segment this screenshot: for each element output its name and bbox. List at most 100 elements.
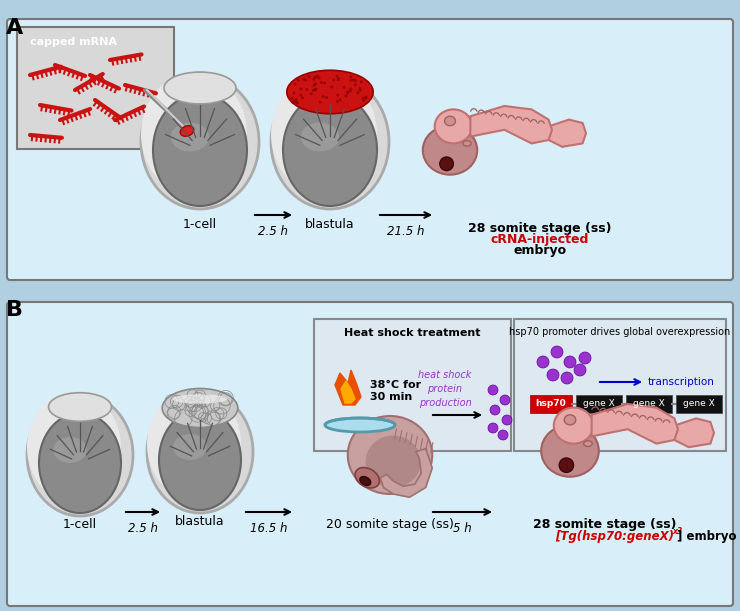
- Circle shape: [343, 86, 346, 89]
- Text: cRNA-injected: cRNA-injected: [491, 233, 589, 246]
- Bar: [530, 395, 572, 413]
- Circle shape: [500, 395, 510, 405]
- Ellipse shape: [147, 391, 253, 513]
- Circle shape: [358, 87, 361, 90]
- Circle shape: [312, 84, 315, 87]
- Circle shape: [365, 95, 368, 98]
- Circle shape: [325, 96, 328, 99]
- Polygon shape: [341, 381, 355, 403]
- Text: gene X: gene X: [683, 400, 715, 409]
- Circle shape: [308, 75, 311, 78]
- Circle shape: [314, 88, 317, 91]
- Text: hsp70: hsp70: [536, 400, 566, 409]
- FancyBboxPatch shape: [7, 302, 733, 606]
- Polygon shape: [591, 404, 678, 444]
- Circle shape: [330, 86, 333, 89]
- Bar: [676, 395, 722, 413]
- Circle shape: [301, 97, 304, 100]
- Circle shape: [295, 98, 297, 101]
- Ellipse shape: [423, 126, 477, 175]
- Circle shape: [293, 100, 296, 103]
- Circle shape: [314, 88, 317, 91]
- Ellipse shape: [27, 394, 133, 516]
- Circle shape: [332, 78, 335, 81]
- Circle shape: [302, 78, 305, 81]
- Circle shape: [310, 92, 313, 95]
- Text: Heat shock treatment: Heat shock treatment: [344, 328, 481, 338]
- Ellipse shape: [171, 122, 209, 152]
- Circle shape: [357, 91, 360, 94]
- Text: blastula: blastula: [175, 515, 225, 528]
- Circle shape: [299, 93, 302, 97]
- Ellipse shape: [162, 389, 238, 428]
- Circle shape: [440, 157, 454, 170]
- Circle shape: [292, 92, 295, 95]
- Circle shape: [337, 77, 340, 80]
- Text: 2.5 h: 2.5 h: [258, 225, 288, 238]
- Ellipse shape: [141, 75, 259, 209]
- Ellipse shape: [463, 141, 471, 146]
- Circle shape: [315, 75, 318, 78]
- Text: 28 somite stage (ss): 28 somite stage (ss): [468, 222, 612, 235]
- Circle shape: [488, 423, 498, 433]
- Text: ] embryo: ] embryo: [677, 530, 736, 543]
- Circle shape: [346, 92, 349, 95]
- Ellipse shape: [172, 394, 227, 404]
- Ellipse shape: [39, 413, 121, 513]
- Text: capped mRNA: capped mRNA: [30, 37, 117, 47]
- Circle shape: [349, 87, 352, 90]
- Text: gene X: gene X: [633, 400, 665, 409]
- Ellipse shape: [173, 434, 206, 460]
- Ellipse shape: [27, 392, 121, 502]
- Ellipse shape: [49, 393, 112, 422]
- Text: 16.5 h: 16.5 h: [250, 522, 288, 535]
- Circle shape: [490, 405, 500, 415]
- Circle shape: [296, 101, 299, 104]
- Ellipse shape: [554, 408, 593, 444]
- Polygon shape: [335, 370, 361, 405]
- Circle shape: [564, 356, 576, 368]
- Text: embryo: embryo: [514, 244, 567, 257]
- Ellipse shape: [141, 73, 247, 195]
- Ellipse shape: [147, 389, 241, 499]
- Ellipse shape: [300, 122, 339, 152]
- Bar: [576, 395, 622, 413]
- Bar: [626, 395, 672, 413]
- Circle shape: [498, 430, 508, 440]
- Circle shape: [349, 79, 352, 82]
- Circle shape: [322, 95, 325, 98]
- Ellipse shape: [541, 425, 599, 477]
- Ellipse shape: [271, 73, 377, 195]
- Circle shape: [314, 82, 317, 86]
- Circle shape: [304, 78, 307, 81]
- Ellipse shape: [159, 410, 241, 510]
- Ellipse shape: [153, 94, 247, 206]
- Circle shape: [561, 372, 573, 384]
- Circle shape: [349, 75, 352, 78]
- Circle shape: [291, 97, 294, 100]
- Text: 20 somite stage (ss): 20 somite stage (ss): [326, 518, 454, 531]
- Circle shape: [300, 87, 303, 90]
- Text: 38°C for: 38°C for: [370, 380, 421, 390]
- Text: hsp70 promoter drives global overexpression: hsp70 promoter drives global overexpress…: [509, 327, 730, 337]
- Ellipse shape: [360, 477, 371, 486]
- Ellipse shape: [164, 72, 236, 104]
- Circle shape: [319, 101, 322, 104]
- Ellipse shape: [366, 436, 421, 488]
- Text: 28 somite stage (ss): 28 somite stage (ss): [534, 518, 677, 531]
- Text: 5 h: 5 h: [453, 522, 471, 535]
- Circle shape: [297, 79, 300, 82]
- Circle shape: [314, 76, 317, 79]
- Circle shape: [292, 101, 295, 104]
- Circle shape: [312, 78, 315, 81]
- Circle shape: [363, 99, 366, 102]
- Text: 21.5 h: 21.5 h: [387, 225, 425, 238]
- Ellipse shape: [348, 416, 432, 494]
- Circle shape: [360, 80, 363, 83]
- Circle shape: [312, 89, 314, 92]
- Polygon shape: [674, 419, 714, 447]
- Circle shape: [306, 88, 309, 91]
- Text: 2.5 h: 2.5 h: [128, 522, 158, 535]
- Text: gene X: gene X: [583, 400, 615, 409]
- Ellipse shape: [445, 116, 455, 126]
